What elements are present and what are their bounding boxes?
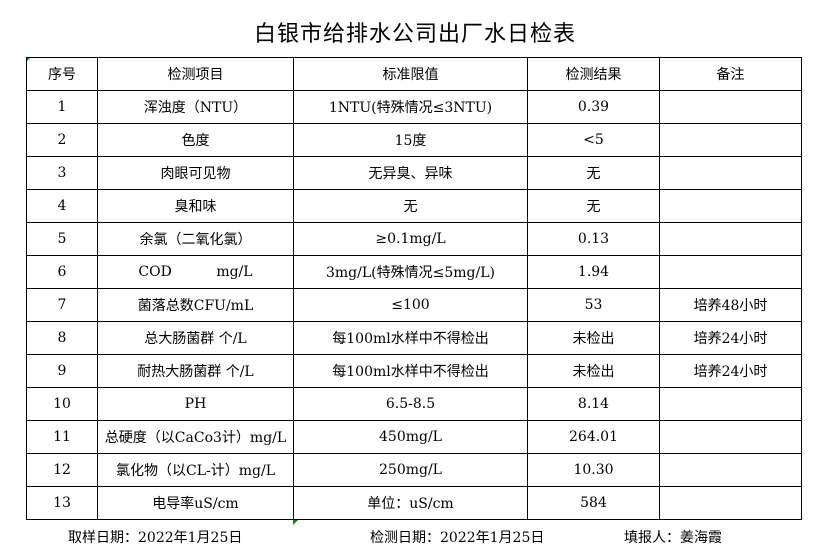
table-row: 4 臭和味无无 bbox=[26, 189, 802, 223]
result-cell[interactable]: <5 bbox=[527, 123, 660, 157]
remark-cell[interactable] bbox=[659, 123, 802, 157]
index-cell[interactable]: 5 bbox=[26, 222, 98, 256]
result-cell[interactable]: 1.94 bbox=[527, 255, 660, 289]
result-cell[interactable]: 10.30 bbox=[527, 453, 660, 487]
remark-cell[interactable]: 培养24小时 bbox=[659, 354, 802, 388]
header-cell[interactable]: 检测项目 bbox=[97, 57, 294, 91]
index-cell[interactable]: 7 bbox=[26, 288, 98, 322]
limit-cell[interactable]: 每100ml水样中不得检出 bbox=[293, 321, 528, 355]
remark-cell[interactable]: 培养48小时 bbox=[659, 288, 802, 322]
item-cell[interactable]: 菌落总数CFU/mL bbox=[97, 288, 294, 322]
limit-cell[interactable]: 单位：uS/cm bbox=[293, 486, 528, 520]
result-cell[interactable]: 无 bbox=[527, 156, 660, 190]
remark-cell[interactable]: 培养24小时 bbox=[659, 321, 802, 355]
result-cell[interactable]: 未检出 bbox=[527, 321, 660, 355]
result-cell[interactable]: 0.39 bbox=[527, 90, 660, 124]
table-row: 10 PH 6.5-8.5 8.14 bbox=[26, 387, 802, 421]
result-cell[interactable]: 无 bbox=[527, 189, 660, 223]
limit-cell[interactable]: 每100ml水样中不得检出 bbox=[293, 354, 528, 388]
result-cell[interactable]: 584 bbox=[527, 486, 660, 520]
limit-cell[interactable]: ≥0.1mg/L bbox=[293, 222, 528, 256]
remark-cell[interactable] bbox=[659, 156, 802, 190]
table-row: 6 COD mg/L 3mg/L(特殊情况≤5mg/L) 1.94 bbox=[26, 255, 802, 289]
header-cell[interactable]: 检测结果 bbox=[527, 57, 660, 91]
page-title: 白银市给排水公司出厂水日检表 bbox=[253, 22, 576, 47]
item-cell[interactable]: 总硬度（以CaCo3计）mg/L bbox=[97, 420, 294, 454]
remark-cell[interactable] bbox=[659, 255, 802, 289]
item-cell[interactable]: 余氯（二氧化氯） bbox=[97, 222, 294, 256]
table-row: 12 氯化物（以CL-计）mg/L 250mg/L 10.30 bbox=[26, 453, 802, 487]
result-cell[interactable]: 53 bbox=[527, 288, 660, 322]
test-date: 检测日期：2022年1月25日 bbox=[370, 530, 545, 546]
remark-cell[interactable] bbox=[659, 222, 802, 256]
result-cell[interactable]: 8.14 bbox=[527, 387, 660, 421]
table-row: 9 耐热大肠菌群 个/L 每100ml水样中不得检出 未检出 培养24小时 bbox=[26, 354, 802, 388]
cell-marker bbox=[293, 520, 298, 525]
item-cell[interactable]: COD mg/L bbox=[97, 255, 294, 289]
table-row: 8 总大肠菌群 个/L 每100ml水样中不得检出 未检出 培养24小时 bbox=[26, 321, 802, 355]
result-cell[interactable]: 0.13 bbox=[527, 222, 660, 256]
limit-cell[interactable]: 6.5-8.5 bbox=[293, 387, 528, 421]
item-cell[interactable]: 色度 bbox=[97, 123, 294, 157]
item-cell[interactable]: 臭和味 bbox=[97, 189, 294, 223]
remark-cell[interactable] bbox=[659, 387, 802, 421]
sample-date: 取样日期：2022年1月25日 bbox=[68, 530, 243, 546]
item-cell[interactable]: 电导率uS/cm bbox=[97, 486, 294, 520]
item-cell[interactable]: 耐热大肠菌群 个/L bbox=[97, 354, 294, 388]
header-cell[interactable]: 备注 bbox=[659, 57, 802, 91]
item-cell[interactable]: 浑浊度（NTU） bbox=[97, 90, 294, 124]
item-cell[interactable]: 氯化物（以CL-计）mg/L bbox=[97, 453, 294, 487]
index-cell[interactable]: 8 bbox=[26, 321, 98, 355]
result-cell[interactable]: 未检出 bbox=[527, 354, 660, 388]
header-cell[interactable]: 序号 bbox=[26, 57, 98, 91]
reporter: 填报人：姜海霞 bbox=[624, 530, 722, 546]
remark-cell[interactable] bbox=[659, 189, 802, 223]
inspection-table: 序号 检测项目 标准限值 检测结果 备注 1 浑浊度（NTU） 1NTU(特殊情况≤… bbox=[26, 57, 802, 520]
index-cell[interactable]: 11 bbox=[26, 420, 98, 454]
limit-cell[interactable]: 3mg/L(特殊情况≤5mg/L) bbox=[293, 255, 528, 289]
remark-cell[interactable] bbox=[659, 486, 802, 520]
limit-cell[interactable]: 无 bbox=[293, 189, 528, 223]
remark-cell[interactable] bbox=[659, 453, 802, 487]
table-row: 7 菌落总数CFU/mL ≤100 53 培养48小时 bbox=[26, 288, 802, 322]
index-cell[interactable]: 10 bbox=[26, 387, 98, 421]
index-cell[interactable]: 2 bbox=[26, 123, 98, 157]
result-cell[interactable]: 264.01 bbox=[527, 420, 660, 454]
limit-cell[interactable]: 15度 bbox=[293, 123, 528, 157]
limit-cell[interactable]: 450mg/L bbox=[293, 420, 528, 454]
index-cell[interactable]: 1 bbox=[26, 90, 98, 124]
header-row: 序号 检测项目 标准限值 检测结果 备注 bbox=[26, 57, 802, 91]
remark-cell[interactable] bbox=[659, 420, 802, 454]
table-row: 13 电导率uS/cm 单位：uS/cm 584 bbox=[26, 486, 802, 520]
item-cell[interactable]: 总大肠菌群 个/L bbox=[97, 321, 294, 355]
index-cell[interactable]: 4 bbox=[26, 189, 98, 223]
header-cell[interactable]: 标准限值 bbox=[293, 57, 528, 91]
item-cell[interactable]: PH bbox=[97, 387, 294, 421]
item-cell[interactable]: 肉眼可见物 bbox=[97, 156, 294, 190]
limit-cell[interactable]: 250mg/L bbox=[293, 453, 528, 487]
limit-cell[interactable]: 无异臭、异味 bbox=[293, 156, 528, 190]
index-cell[interactable]: 9 bbox=[26, 354, 98, 388]
index-cell[interactable]: 13 bbox=[26, 486, 98, 520]
index-cell[interactable]: 12 bbox=[26, 453, 98, 487]
table-row: 11 总硬度（以CaCo3计）mg/L 450mg/L 264.01 bbox=[26, 420, 802, 454]
table-row: 1 浑浊度（NTU） 1NTU(特殊情况≤3NTU) 0.39 bbox=[26, 90, 802, 124]
remark-cell[interactable] bbox=[659, 90, 802, 124]
index-cell[interactable]: 6 bbox=[26, 255, 98, 289]
limit-cell[interactable]: 1NTU(特殊情况≤3NTU) bbox=[293, 90, 528, 124]
limit-cell[interactable]: ≤100 bbox=[293, 288, 528, 322]
table-row: 3 肉眼可见物 无异臭、异味无 bbox=[26, 156, 802, 190]
table-row: 5 余氯（二氧化氯） ≥0.1mg/L 0.13 bbox=[26, 222, 802, 256]
index-cell[interactable]: 3 bbox=[26, 156, 98, 190]
table-row: 2 色度 15度 <5 bbox=[26, 123, 802, 157]
